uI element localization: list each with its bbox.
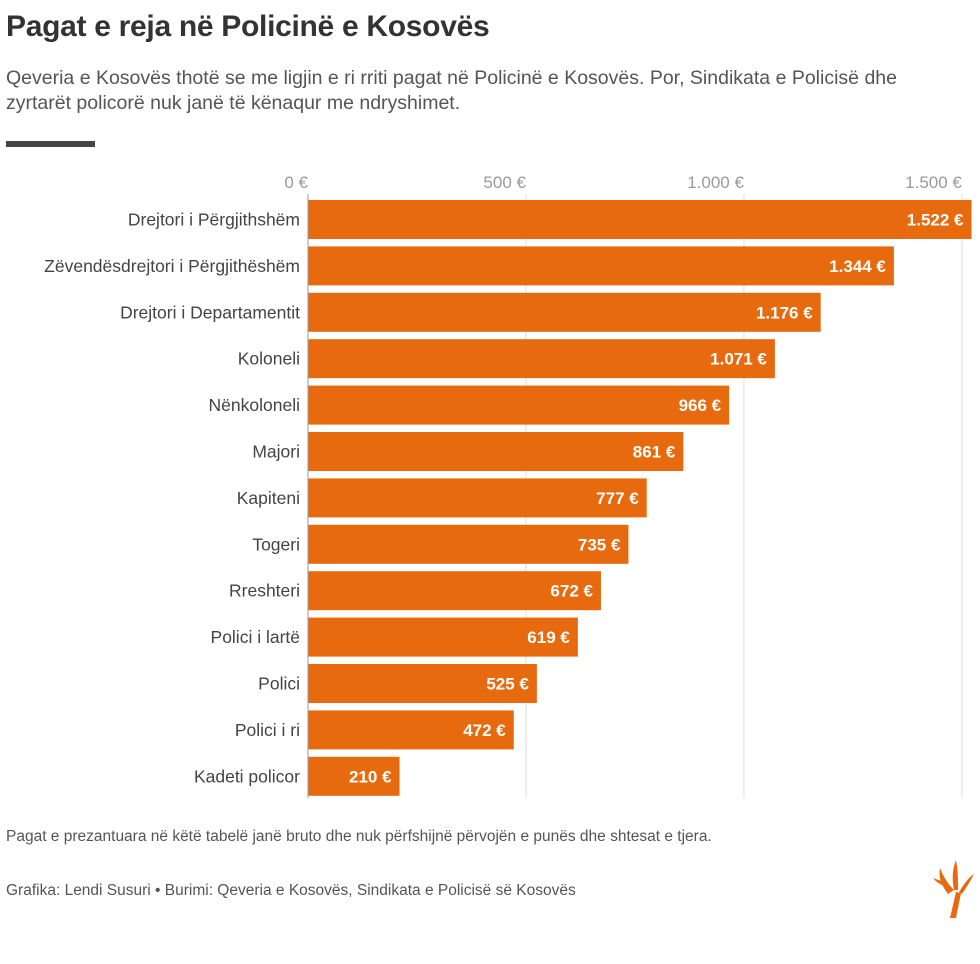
- bar: [308, 339, 775, 379]
- x-tick-label: 1.500 €: [905, 173, 962, 192]
- bars: [308, 200, 972, 796]
- chart-title: Pagat e reja në Policinë e Kosovës: [6, 10, 490, 43]
- value-label: 735 €: [578, 535, 621, 554]
- value-label: 525 €: [486, 675, 529, 694]
- category-label: Drejtori i Përgjithshëm: [128, 210, 300, 230]
- value-label: 861 €: [633, 443, 676, 462]
- bar: [308, 246, 894, 286]
- title-divider: [6, 141, 95, 147]
- value-label: 1.344 €: [829, 257, 886, 276]
- x-tick-labels: 0 € 500 € 1.000 € 1.500 €: [284, 173, 962, 192]
- value-label: 672 €: [550, 582, 593, 601]
- category-label: Koloneli: [238, 349, 300, 369]
- bar: [308, 571, 601, 611]
- category-label: Nënkoloneli: [209, 395, 300, 415]
- value-labels: 1.522 € 1.344 € 1.176 € 1.071 € 966 € 861 € 77…: [349, 211, 964, 787]
- bar: [308, 478, 647, 518]
- salary-bar-chart: 0 € 500 € 1.000 € 1.500 € Drejtori i Përgji…: [44, 173, 972, 799]
- category-label: Zëvendësdrejtori i Përgjithëshëm: [44, 256, 300, 276]
- category-label: Rreshteri: [229, 581, 300, 601]
- category-labels: Drejtori i Përgjithshëm Zëvendësdrejtori …: [44, 210, 300, 787]
- footnote: Pagat e prezantuara në këtë tabelë janë …: [6, 828, 712, 845]
- bar: [308, 432, 684, 471]
- value-label: 210 €: [349, 767, 392, 786]
- bar: [308, 385, 730, 425]
- bar: [308, 664, 537, 703]
- category-label: Kapiteni: [237, 488, 300, 508]
- x-tick-label: 0 €: [284, 173, 308, 192]
- bar: [308, 292, 821, 332]
- value-label: 1.522 €: [907, 211, 964, 230]
- category-label: Polici: [258, 674, 300, 694]
- bar: [308, 617, 578, 657]
- value-label: 472 €: [463, 721, 506, 740]
- value-label: 966 €: [679, 396, 722, 415]
- bar: [308, 524, 629, 564]
- category-label: Polici i lartë: [211, 627, 300, 647]
- value-label: 619 €: [527, 628, 570, 647]
- x-tick-label: 500 €: [483, 173, 526, 192]
- category-label: Togeri: [252, 534, 300, 554]
- category-label: Majori: [252, 442, 300, 462]
- value-label: 777 €: [596, 489, 639, 508]
- source-credits: Grafika: Lendi Susuri • Burimi: Qeveria …: [6, 882, 576, 899]
- value-label: 1.176 €: [756, 303, 813, 322]
- bar: [308, 756, 400, 796]
- bar: [308, 200, 972, 239]
- category-label: Polici i ri: [235, 720, 300, 740]
- x-tick-label: 1.000 €: [687, 173, 744, 192]
- category-label: Drejtori i Departamentit: [120, 302, 300, 322]
- chart-subtitle: Qeveria e Kosovës thotë se me ligjin e r…: [6, 67, 897, 114]
- rferl-torch-logo-icon: [933, 860, 974, 918]
- bar: [308, 710, 514, 750]
- category-label: Kadeti policor: [194, 766, 300, 786]
- value-label: 1.071 €: [710, 350, 767, 369]
